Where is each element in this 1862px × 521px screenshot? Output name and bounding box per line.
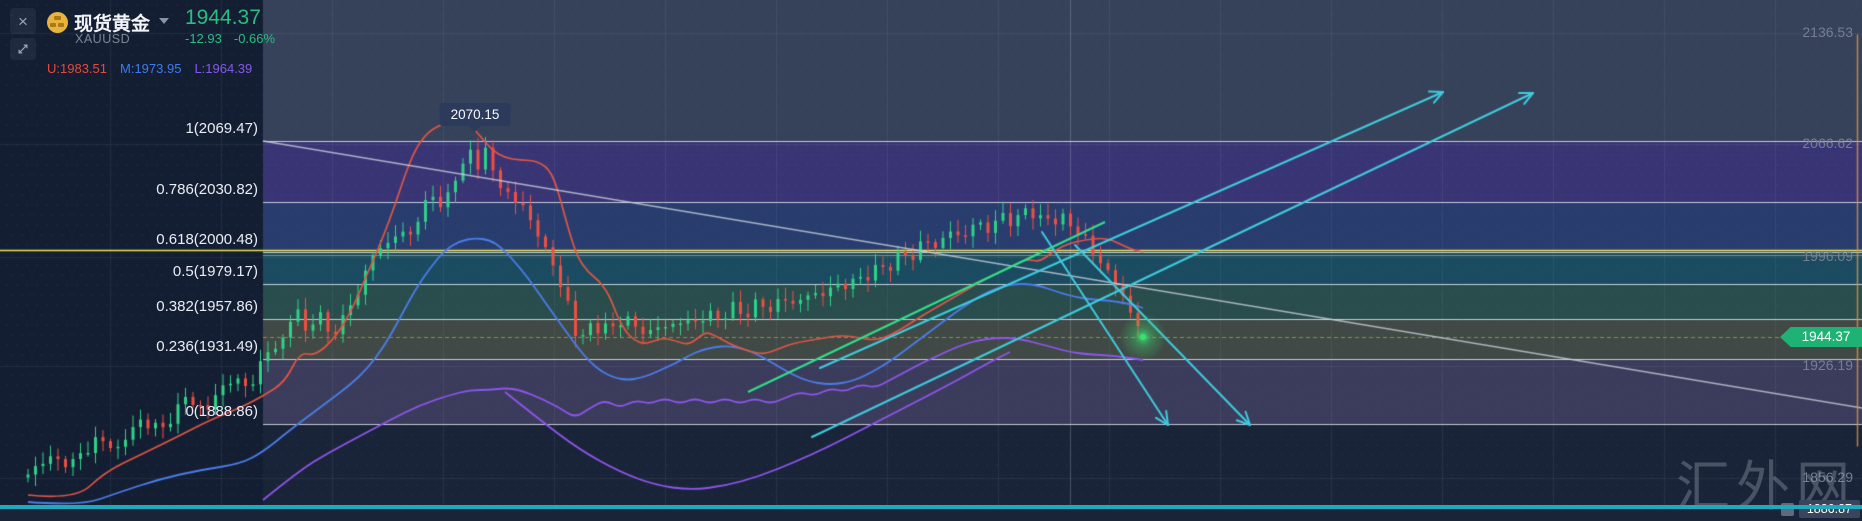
fib-level-label[interactable]: 0.786(2030.82) (156, 181, 258, 198)
price-axis-label: 2066.62 (1802, 135, 1853, 151)
close-button[interactable]: × (10, 8, 36, 34)
price-axis-label: 1856.29 (1802, 469, 1853, 485)
price-axis-label: 1926.19 (1802, 357, 1853, 373)
indicator-value: U:1983.51 (47, 61, 107, 76)
price-change: -12.93 -0.66% (185, 31, 287, 46)
fib-level-label[interactable]: 0.382(1957.86) (156, 298, 258, 315)
fib-level-label[interactable]: 0.236(1931.49) (156, 338, 258, 355)
indicator-value: M:1973.95 (120, 61, 182, 76)
fib-level-label[interactable]: 0.618(2000.48) (156, 231, 258, 248)
resize-icon[interactable] (10, 38, 36, 60)
price-axis-label: 2136.53 (1802, 24, 1853, 40)
change-value: -12.93 (185, 31, 222, 46)
gold-coin-icon (47, 12, 68, 33)
indicator-value: L:1964.39 (194, 61, 253, 76)
bottom-accent-bar (0, 505, 1862, 509)
current-price: 1944.37 (185, 6, 261, 29)
instrument-symbol: XAUUSD (75, 32, 131, 46)
price-axis-label: 1996.09 (1802, 248, 1853, 264)
fib-level-label[interactable]: 0.5(1979.17) (172, 263, 258, 280)
last-price-badge: 1944.37 (1780, 327, 1862, 347)
high-price-tooltip: 2070.15 (439, 103, 511, 132)
indicator-value: 1886.87 (1798, 500, 1860, 518)
price-chart-canvas[interactable] (0, 0, 1862, 509)
instrument-title[interactable]: 现货黄金 (74, 14, 151, 35)
chevron-down-icon[interactable] (159, 18, 169, 24)
bottom-indicator-label: 1886.87 (1780, 500, 1860, 518)
bollinger-values: U:1983.51 M:1973.95 L:1964.39 (47, 61, 265, 76)
diagonal-arrows-icon (18, 44, 28, 54)
change-percent: -0.66% (233, 31, 276, 46)
fib-level-label[interactable]: 1(2069.47) (185, 120, 258, 137)
fib-level-label[interactable]: 0(1888.86) (185, 403, 258, 420)
